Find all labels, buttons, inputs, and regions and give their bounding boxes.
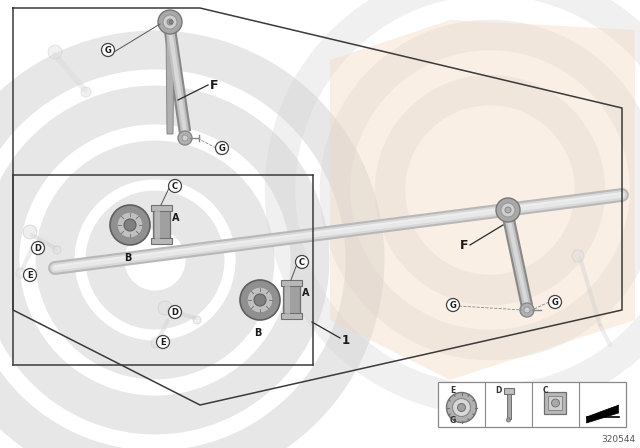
Circle shape <box>124 219 136 231</box>
Bar <box>151 238 172 244</box>
Text: D: D <box>35 244 42 253</box>
Text: F: F <box>460 238 468 251</box>
Circle shape <box>81 87 91 97</box>
Text: 1: 1 <box>342 333 350 346</box>
Bar <box>281 313 302 319</box>
Text: 2: 2 <box>506 388 514 401</box>
Text: E: E <box>450 385 455 395</box>
Bar <box>547 396 561 410</box>
Bar <box>283 285 300 315</box>
Text: E: E <box>27 271 33 280</box>
Text: C: C <box>172 181 178 190</box>
Polygon shape <box>330 20 635 380</box>
Text: G: G <box>449 301 456 310</box>
Circle shape <box>447 298 460 311</box>
Circle shape <box>163 15 177 29</box>
Text: G: G <box>219 143 225 152</box>
Circle shape <box>24 268 36 281</box>
Polygon shape <box>586 405 618 423</box>
Circle shape <box>102 43 115 56</box>
Text: C: C <box>299 258 305 267</box>
Text: B: B <box>254 328 262 338</box>
Text: B: B <box>124 253 132 263</box>
Bar <box>281 280 302 286</box>
Bar <box>506 394 511 419</box>
Circle shape <box>157 336 170 349</box>
Circle shape <box>501 203 515 217</box>
Bar <box>285 286 290 314</box>
Bar <box>151 205 172 211</box>
Polygon shape <box>588 399 618 415</box>
Circle shape <box>552 399 559 407</box>
Circle shape <box>452 399 470 417</box>
Circle shape <box>296 255 308 268</box>
Circle shape <box>117 212 143 238</box>
Text: G: G <box>104 46 111 55</box>
Circle shape <box>16 268 26 278</box>
Text: 320544: 320544 <box>601 435 635 444</box>
Circle shape <box>158 10 182 34</box>
Circle shape <box>524 307 530 313</box>
Circle shape <box>182 135 188 141</box>
Circle shape <box>168 180 182 193</box>
Circle shape <box>458 404 465 412</box>
Circle shape <box>167 19 173 25</box>
Bar <box>155 211 160 239</box>
Bar <box>504 388 513 394</box>
Circle shape <box>216 142 228 155</box>
Text: D: D <box>495 385 502 395</box>
Bar <box>438 382 626 427</box>
Text: E: E <box>160 337 166 346</box>
Polygon shape <box>166 27 174 134</box>
Circle shape <box>48 45 62 59</box>
Circle shape <box>572 250 584 262</box>
Circle shape <box>447 392 477 422</box>
Circle shape <box>548 296 561 309</box>
Circle shape <box>496 198 520 222</box>
Circle shape <box>178 131 192 145</box>
Circle shape <box>506 418 511 422</box>
Text: F: F <box>210 78 218 91</box>
Text: G: G <box>552 297 559 306</box>
Circle shape <box>247 287 273 313</box>
Circle shape <box>193 316 201 324</box>
Circle shape <box>53 246 61 254</box>
Circle shape <box>168 306 182 319</box>
Circle shape <box>158 301 172 315</box>
Circle shape <box>23 225 37 239</box>
Circle shape <box>505 207 511 213</box>
Bar <box>153 210 170 240</box>
Circle shape <box>110 205 150 245</box>
Circle shape <box>520 303 534 317</box>
Circle shape <box>254 294 266 306</box>
Bar <box>543 392 566 414</box>
Text: G: G <box>449 415 456 425</box>
Text: A: A <box>302 288 310 298</box>
Text: C: C <box>543 385 548 395</box>
Circle shape <box>151 338 161 348</box>
Circle shape <box>169 20 173 24</box>
Circle shape <box>31 241 45 254</box>
Circle shape <box>240 280 280 320</box>
Text: A: A <box>172 213 179 223</box>
Text: D: D <box>172 307 179 316</box>
